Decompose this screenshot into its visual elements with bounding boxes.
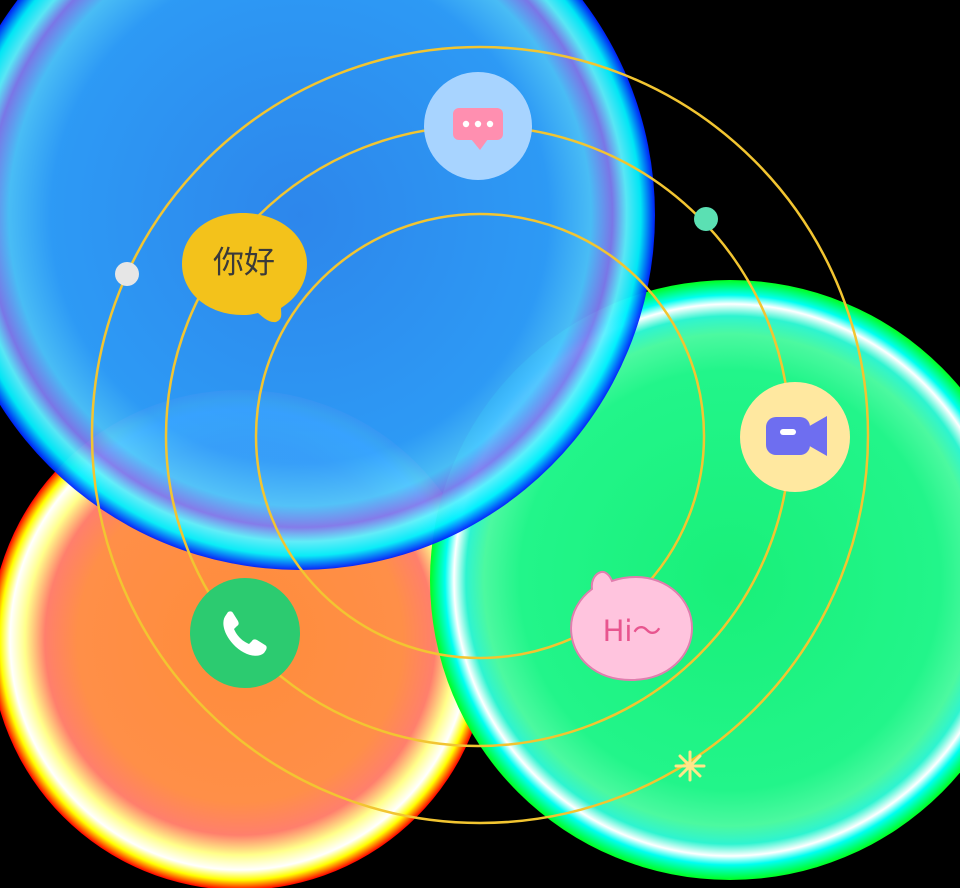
video-button[interactable] [740, 382, 850, 492]
gray-dot [115, 262, 139, 286]
teal-dot [694, 207, 718, 231]
video-camera-icon [766, 416, 827, 456]
greeting-en-text: Hi～ [602, 614, 662, 648]
sparkle-icon [674, 750, 706, 782]
message-button[interactable] [424, 72, 532, 180]
phone-button[interactable] [190, 578, 300, 688]
phone-icon [223, 611, 267, 656]
greeting-en-bubble [569, 570, 694, 682]
orbit-inner [254, 212, 706, 660]
greeting-cn-bubble [182, 213, 307, 323]
chat-dots-icon [453, 108, 503, 150]
greeting-cn-text: 你好 [213, 245, 275, 281]
orbit-outer [90, 45, 870, 825]
